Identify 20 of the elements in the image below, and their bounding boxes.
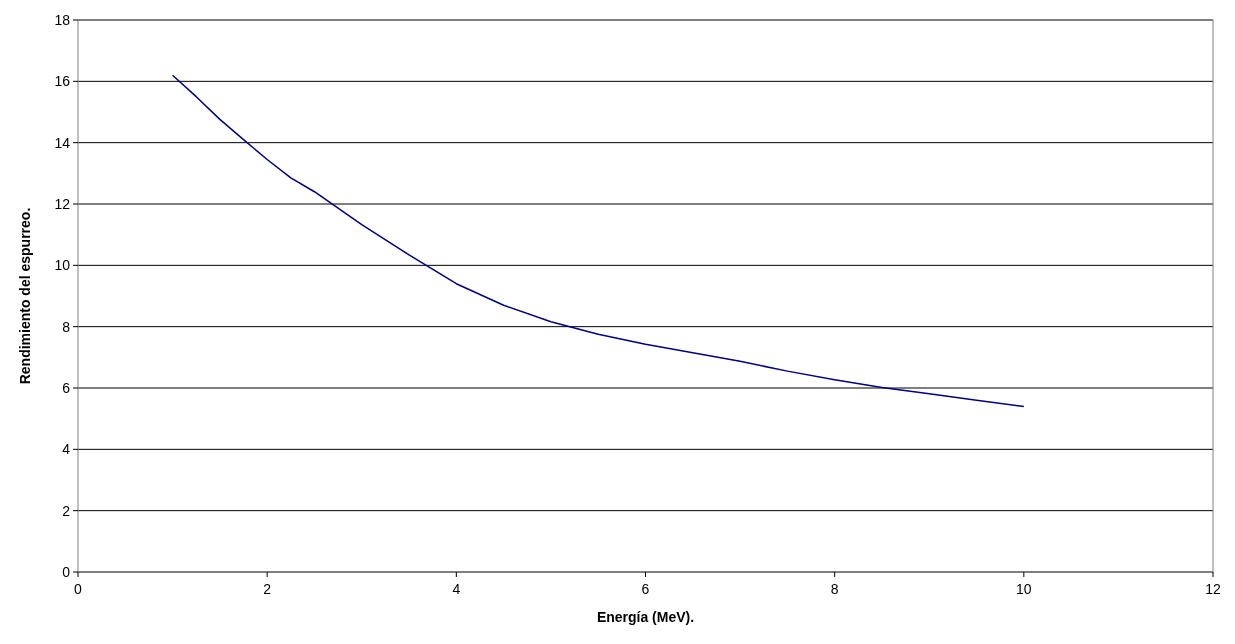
y-tick-label: 8 — [62, 318, 71, 335]
x-axis-title: Energía (MeV). — [596, 609, 695, 625]
y-tick-label: 12 — [54, 195, 71, 212]
x-tick-label: 2 — [263, 581, 272, 597]
x-tick-label: 4 — [452, 581, 461, 597]
y-tick-label: 0 — [62, 563, 71, 580]
y-axis-title: Rendimiento del espurreo. — [17, 207, 33, 385]
x-tick-label: 6 — [641, 581, 650, 597]
y-tick-label: 10 — [54, 257, 71, 274]
y-tick-label: 2 — [62, 502, 71, 519]
y-tick-label: 18 — [54, 11, 71, 28]
x-tick-label: 12 — [1205, 581, 1221, 597]
y-tick-label: 14 — [54, 134, 71, 151]
y-tick-label: 6 — [62, 379, 71, 396]
y-tick-label: 16 — [54, 73, 71, 90]
x-tick-label: 10 — [1016, 581, 1032, 597]
y-tick-label: 4 — [62, 441, 71, 458]
x-tick-label: 8 — [830, 581, 839, 597]
x-tick-label: 0 — [74, 581, 83, 597]
line-series — [171, 74, 1025, 408]
